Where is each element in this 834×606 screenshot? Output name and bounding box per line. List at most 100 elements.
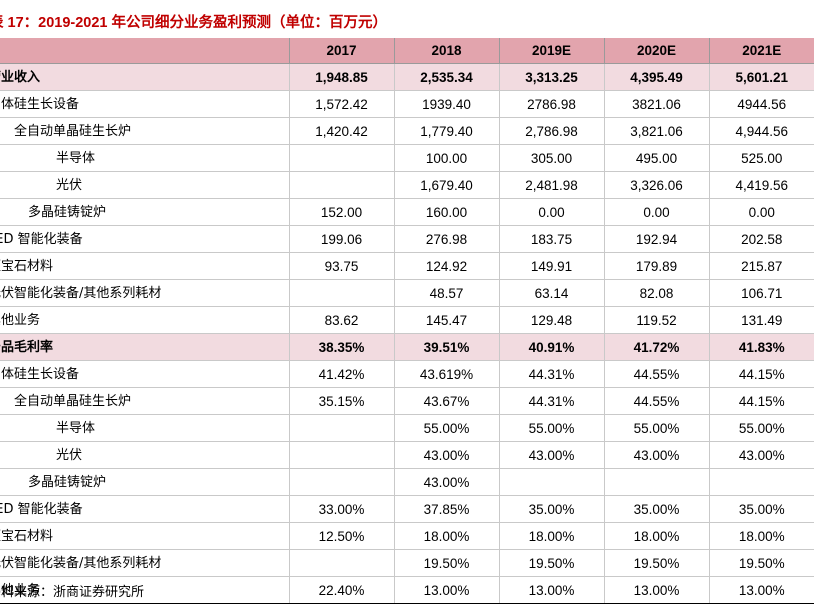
row-label-cell: LED 智能化装备 bbox=[0, 495, 289, 523]
table-cell: 44.55% bbox=[603, 387, 709, 415]
table-cell: 82.08 bbox=[603, 279, 709, 307]
table-cell bbox=[288, 549, 394, 577]
row-label-cell: 晶体硅生长设备 bbox=[0, 360, 289, 388]
row-label: 其他业务 bbox=[0, 583, 41, 598]
table-cell: 48.57 bbox=[393, 279, 499, 307]
table-cell: 2,786.98 bbox=[498, 117, 604, 145]
table-row: 光伏智能化装备/其他系列耗材 19.50% 19.50% 19.50% 19.50% bbox=[0, 549, 814, 577]
table-cell bbox=[708, 468, 814, 496]
table-cell: 18.00% bbox=[393, 522, 499, 550]
row-label: 多晶硅铸锭炉 bbox=[28, 205, 107, 220]
source-note: 资料来源：浙商证券研究所 bbox=[0, 585, 145, 600]
table-cell: 40.91% bbox=[498, 333, 604, 361]
table-cell: 55.00% bbox=[603, 414, 709, 442]
table-cell: 3,326.06 bbox=[603, 171, 709, 199]
table-cell: 4,395.49 bbox=[603, 63, 709, 91]
table-cell bbox=[288, 468, 394, 496]
table-cell: 43.00% bbox=[603, 441, 709, 469]
table-cell: 4,419.56 bbox=[708, 171, 814, 199]
column-header: 2020E bbox=[603, 38, 709, 64]
row-label-cell: 多晶硅铸锭炉 bbox=[0, 468, 289, 496]
table-cell: 276.98 bbox=[393, 225, 499, 253]
row-label: 蓝宝石材料 bbox=[0, 259, 54, 274]
table-cell: 199.06 bbox=[288, 225, 394, 253]
row-label-cell: 半导体 bbox=[0, 414, 289, 442]
table-cell: 12.50% bbox=[288, 522, 394, 550]
row-label: 全自动单晶硅生长炉 bbox=[14, 124, 132, 139]
table-cell: 145.47 bbox=[393, 306, 499, 334]
table-cell: 4,944.56 bbox=[708, 117, 814, 145]
header-row: 2017 2018 2019E 2020E 2021E bbox=[0, 38, 814, 64]
row-label-cell: 光伏智能化装备/其他系列耗材 bbox=[0, 549, 289, 577]
row-label-cell: 其他业务 bbox=[0, 306, 289, 334]
row-label: 多晶硅铸锭炉 bbox=[28, 475, 107, 490]
table-cell: 37.85% bbox=[393, 495, 499, 523]
table-cell: 44.15% bbox=[708, 387, 814, 415]
table-cell: 13.00% bbox=[603, 576, 709, 604]
row-label: 光伏智能化装备/其他系列耗材 bbox=[0, 286, 162, 301]
row-label-cell: LED 智能化装备 bbox=[0, 225, 289, 253]
row-label: 产品毛利率 bbox=[0, 340, 54, 355]
table-cell: 83.62 bbox=[288, 306, 394, 334]
column-header: 2021E bbox=[708, 38, 814, 64]
table-row: 全自动单晶硅生长炉 35.15% 43.67% 44.31% 44.55% 44.15% bbox=[0, 387, 814, 415]
table-cell: 525.00 bbox=[708, 144, 814, 172]
table-cell: 35.00% bbox=[498, 495, 604, 523]
table-cell: 35.00% bbox=[708, 495, 814, 523]
row-label: 晶体硅生长设备 bbox=[0, 367, 80, 382]
table-row: 全自动单晶硅生长炉 1,420.42 1,779.40 2,786.98 3,821.0… bbox=[0, 117, 814, 145]
table-cell: 152.00 bbox=[288, 198, 394, 226]
table-cell: 2,535.34 bbox=[393, 63, 499, 91]
table-cell: 43.00% bbox=[498, 441, 604, 469]
table-cell: 1,948.85 bbox=[288, 63, 394, 91]
table-cell: 129.48 bbox=[498, 306, 604, 334]
table-cell bbox=[498, 468, 604, 496]
table-cell: 3821.06 bbox=[603, 90, 709, 118]
table-cell: 44.31% bbox=[498, 387, 604, 415]
table-row: 晶体硅生长设备 41.42%43.619%44.31%44.55%44.15% bbox=[0, 360, 814, 388]
table-cell: 19.50% bbox=[708, 549, 814, 577]
table-cell: 149.91 bbox=[498, 252, 604, 280]
table-cell: 19.50% bbox=[603, 549, 709, 577]
table-cell: 33.00% bbox=[288, 495, 394, 523]
table-cell: 35.00% bbox=[603, 495, 709, 523]
table-cell: 41.83% bbox=[708, 333, 814, 361]
table-cell bbox=[288, 171, 394, 199]
table-row: 晶体硅生长设备 1,572.421939.402786.983821.064944… bbox=[0, 90, 814, 118]
row-label-cell: 蓝宝石材料 bbox=[0, 522, 289, 550]
table-cell: 2,481.98 bbox=[498, 171, 604, 199]
table-cell: 1,420.42 bbox=[288, 117, 394, 145]
row-label-cell: 光伏 bbox=[0, 171, 289, 199]
table-cell: 1939.40 bbox=[393, 90, 499, 118]
table-cell: 41.72% bbox=[603, 333, 709, 361]
table-cell: 202.58 bbox=[708, 225, 814, 253]
table-cell: 18.00% bbox=[498, 522, 604, 550]
table-cell: 0.00 bbox=[498, 198, 604, 226]
table-cell: 44.15% bbox=[708, 360, 814, 388]
column-header: 2019E bbox=[498, 38, 604, 64]
table-cell: 1,779.40 bbox=[393, 117, 499, 145]
row-label-cell: 多晶硅铸锭炉 bbox=[0, 198, 289, 226]
table-cell: 41.42% bbox=[288, 360, 394, 388]
row-label: 晶体硅生长设备 bbox=[0, 97, 80, 112]
table-cell: 100.00 bbox=[393, 144, 499, 172]
row-label: 半导体 bbox=[56, 151, 96, 166]
row-label-cell: 全自动单晶硅生长炉 bbox=[0, 387, 289, 415]
table-cell: 0.00 bbox=[708, 198, 814, 226]
table-title: 表 17：2019-2021 年公司细分业务盈利预测（单位：百万元） bbox=[0, 15, 388, 31]
table-cell bbox=[288, 414, 394, 442]
row-label-cell: 晶体硅生长设备 bbox=[0, 90, 289, 118]
table-cell: 44.55% bbox=[603, 360, 709, 388]
table-cell: 63.14 bbox=[498, 279, 604, 307]
table-cell: 19.50% bbox=[393, 549, 499, 577]
table-cell: 3,313.25 bbox=[498, 63, 604, 91]
row-label-cell: 营业收入 bbox=[0, 63, 289, 91]
table-cell: 55.00% bbox=[393, 414, 499, 442]
row-label: 光伏 bbox=[56, 448, 83, 463]
table-cell: 38.35% bbox=[288, 333, 394, 361]
table-cell bbox=[603, 468, 709, 496]
table-cell: 39.51% bbox=[393, 333, 499, 361]
